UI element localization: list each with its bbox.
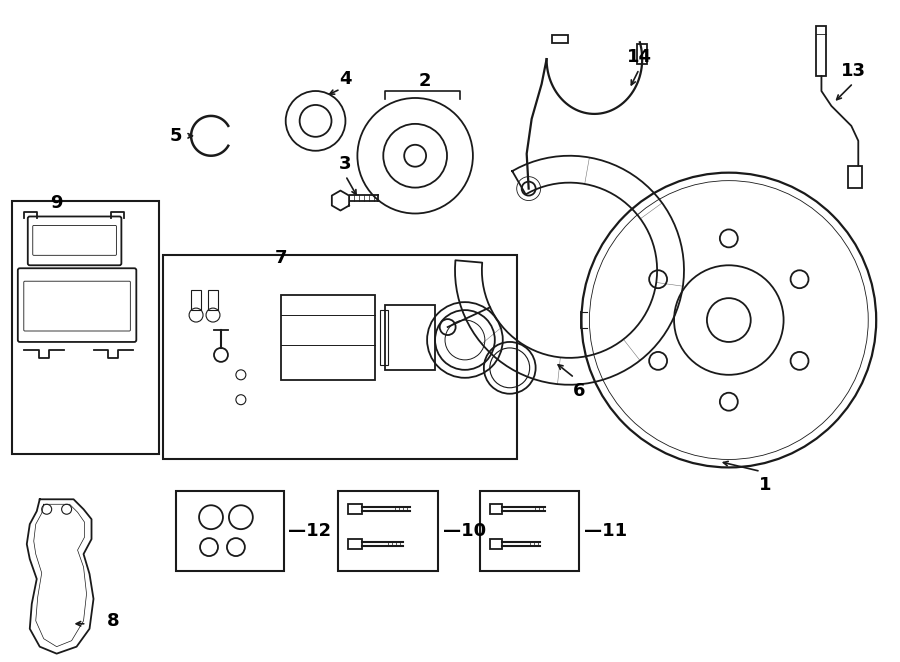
Text: 1: 1 [760,477,772,495]
Bar [490,504,502,514]
Bar [12,201,159,455]
Text: 5: 5 [170,127,183,145]
Bar [208,290,218,310]
Text: 4: 4 [339,70,352,88]
Text: 6: 6 [573,382,586,400]
Text: 9: 9 [50,193,63,212]
Text: 14: 14 [626,48,652,66]
Bar [552,35,568,43]
Bar [163,256,517,459]
Text: 13: 13 [841,62,866,80]
Bar [191,290,201,310]
Bar [816,26,826,76]
Text: 3: 3 [339,155,352,173]
Text: —10: —10 [443,522,486,540]
Bar [281,295,375,380]
Bar [348,504,363,514]
Bar [381,310,388,365]
Bar [490,539,502,549]
Bar [176,491,284,571]
Bar [849,166,862,187]
Bar [385,305,435,370]
Bar [480,491,580,571]
Text: 2: 2 [418,72,431,90]
Text: —12: —12 [288,522,331,540]
Text: 7: 7 [274,250,287,267]
Bar [348,539,363,549]
Bar [637,44,647,64]
Text: —11: —11 [584,522,627,540]
Bar [338,491,438,571]
Text: 8: 8 [107,612,120,630]
